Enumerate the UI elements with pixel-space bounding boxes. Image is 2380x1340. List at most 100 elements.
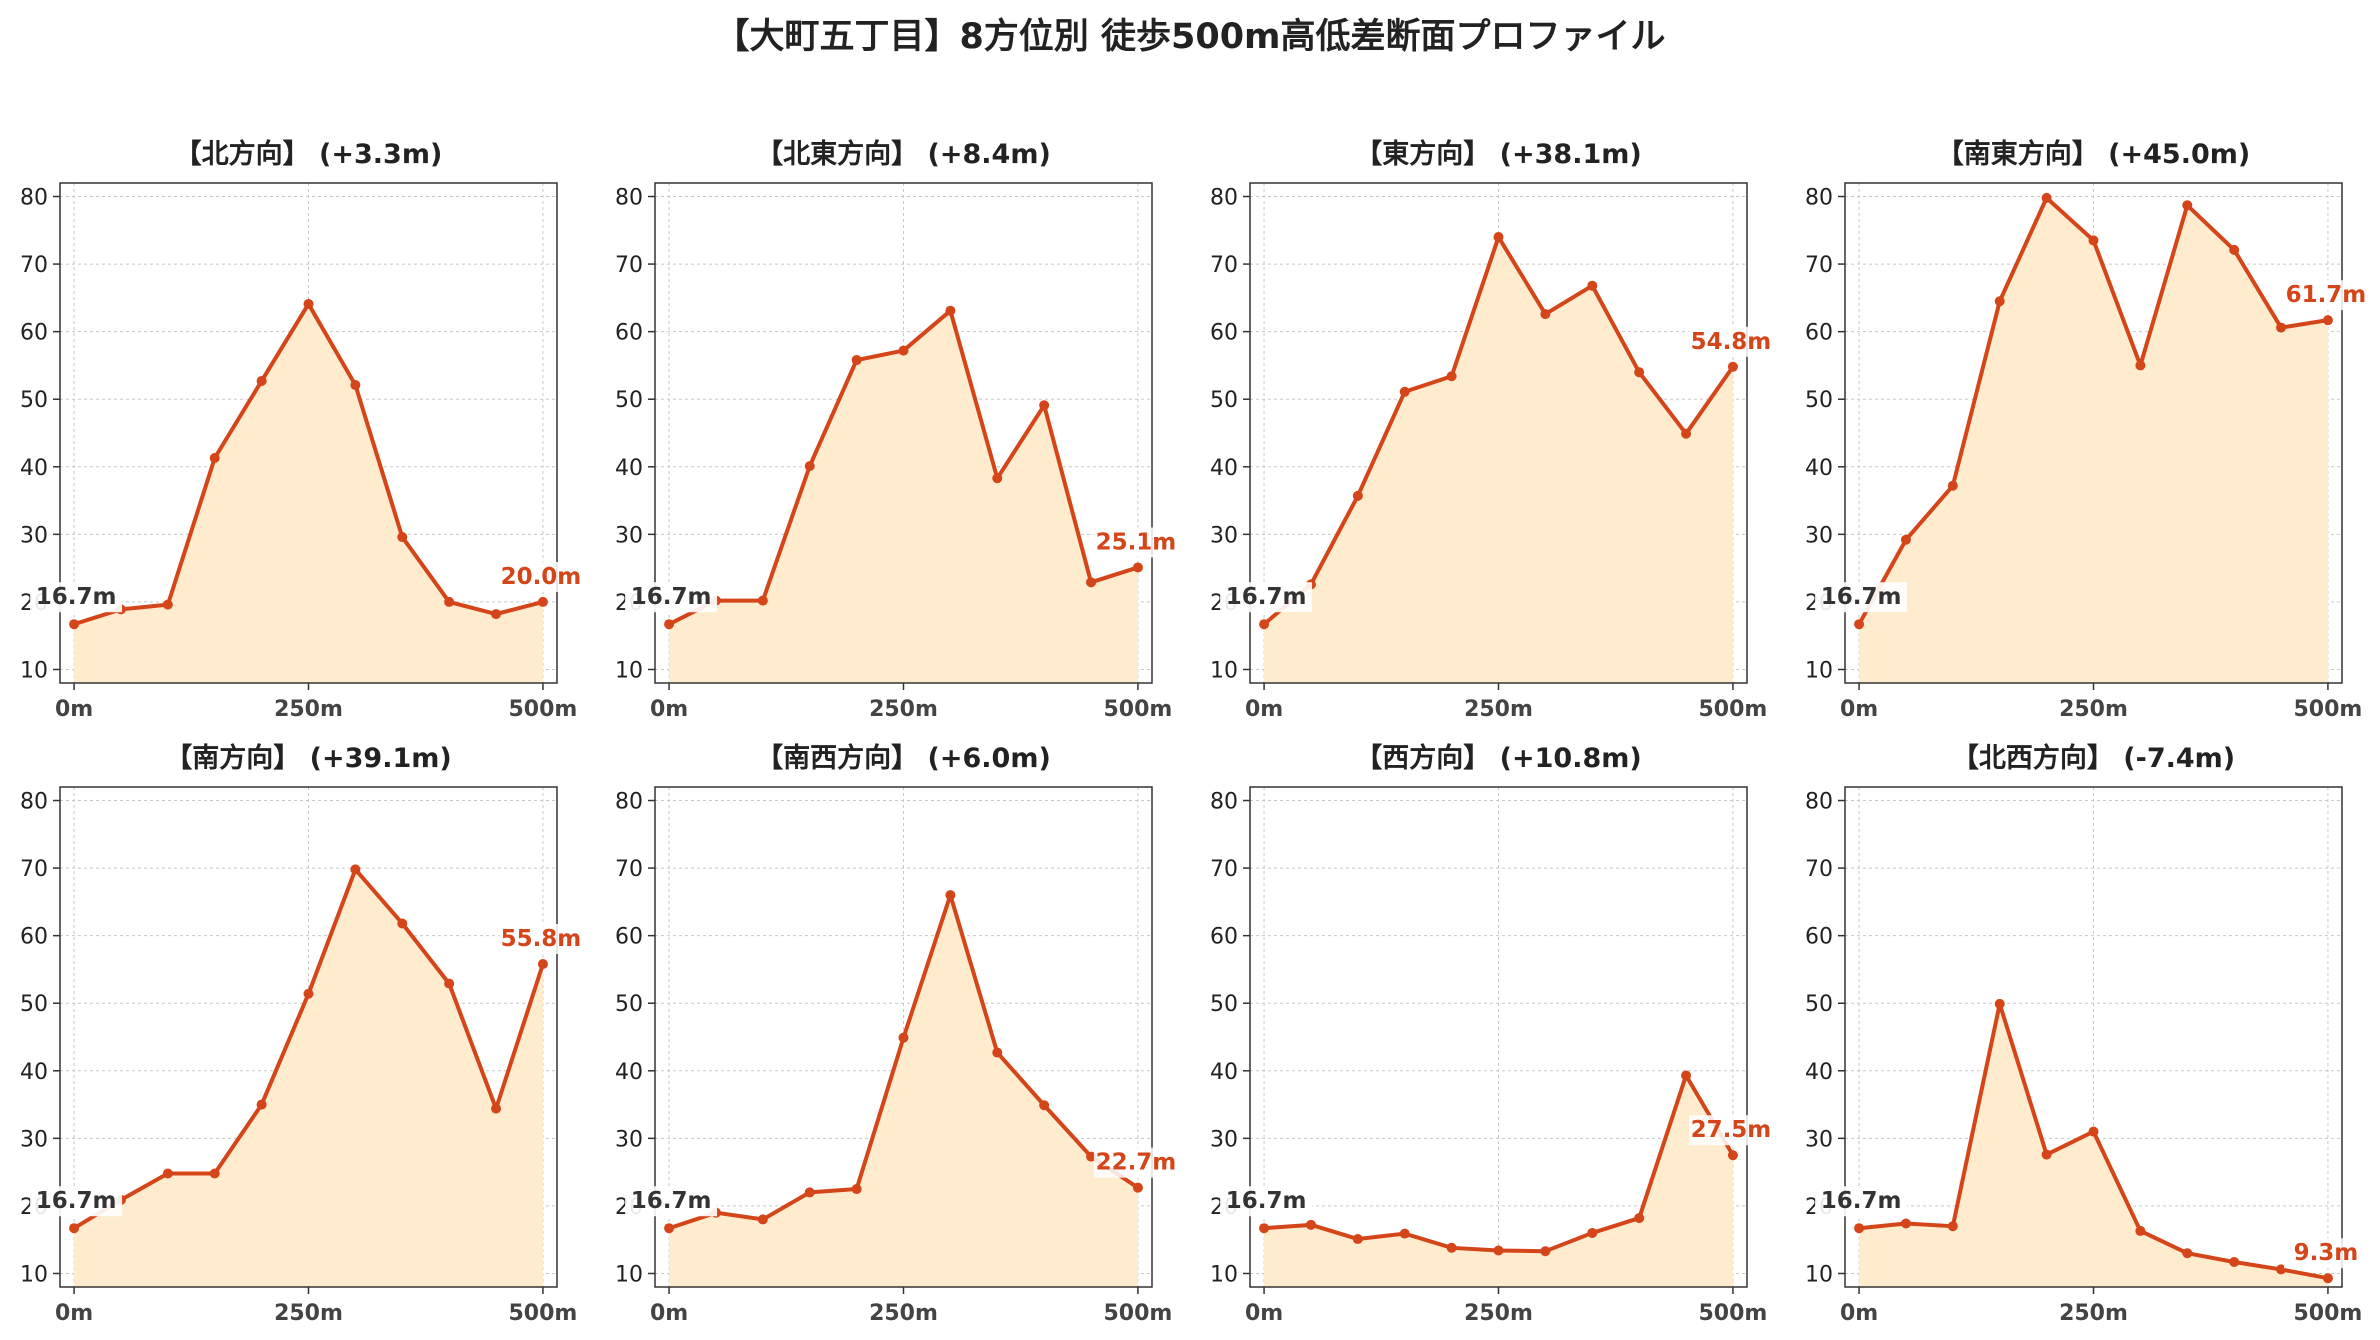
x-tick-label: 0m [1840, 697, 1878, 722]
x-tick-label: 250m [1464, 697, 1533, 722]
data-point [1352, 490, 1363, 501]
start-elevation-label: 16.7m [1821, 584, 1902, 610]
y-tick-label: 70 [1210, 857, 1238, 882]
x-tick-label: 500m [509, 697, 578, 722]
end-label-box [1688, 1115, 1773, 1146]
data-point [1854, 1223, 1865, 1234]
y-tick-label: 60 [1210, 321, 1238, 346]
y-tick-label: 10 [1805, 1262, 1833, 1287]
y-tick-label: 60 [615, 321, 643, 346]
data-point [1947, 1221, 1958, 1232]
data-point [992, 473, 1003, 484]
y-tick-label: 70 [1805, 857, 1833, 882]
data-point [1634, 1213, 1645, 1224]
x-tick-label: 500m [1104, 697, 1173, 722]
end-elevation-label: 55.8m [501, 926, 582, 952]
y-tick-label: 30 [1210, 1127, 1238, 1152]
y-tick-label: 50 [1210, 992, 1238, 1017]
data-point [303, 988, 314, 999]
data-point [303, 298, 314, 309]
x-tick-label: 250m [2059, 697, 2128, 722]
y-tick-label: 80 [615, 790, 643, 815]
start-elevation-label: 16.7m [631, 584, 712, 610]
y-tick-label: 60 [1210, 925, 1238, 950]
panel-6: 【西方向】 (+10.8m)10203040506070800m250m500m… [1210, 742, 1773, 1326]
data-point [1305, 1219, 1316, 1230]
data-point [1446, 1242, 1457, 1253]
data-point [2276, 322, 2287, 333]
data-point [1947, 480, 1958, 491]
panel-title: 【西方向】 (+10.8m) [1355, 742, 1641, 774]
y-tick-label: 30 [20, 1127, 48, 1152]
data-point [491, 1103, 502, 1114]
y-tick-label: 40 [1210, 456, 1238, 481]
end-elevation-label: 61.7m [2286, 282, 2367, 308]
panel-4: 【南方向】 (+39.1m)10203040506070800m250m500m… [20, 742, 583, 1326]
panel-7: 【北西方向】 (-7.4m)10203040506070800m250m500m… [1805, 742, 2368, 1326]
data-point [1727, 1150, 1738, 1161]
y-tick-label: 40 [615, 1060, 643, 1085]
y-tick-label: 40 [1805, 1060, 1833, 1085]
data-point [1994, 998, 2005, 1009]
start-elevation-label: 16.7m [1226, 1188, 1307, 1214]
y-tick-label: 70 [615, 253, 643, 278]
figure-title: 【大町五丁目】8方位別 徒歩500m高低差断面プロファイル [714, 17, 1666, 57]
end-label-box [1688, 326, 1773, 357]
data-point [2041, 1149, 2052, 1160]
x-tick-label: 500m [1699, 697, 1768, 722]
y-tick-label: 80 [20, 186, 48, 211]
end-label-box [1093, 527, 1178, 558]
data-point [256, 1099, 267, 1110]
data-point [1399, 1228, 1410, 1239]
data-point [491, 609, 502, 620]
data-point [2182, 200, 2193, 211]
y-tick-label: 60 [1805, 321, 1833, 346]
x-tick-label: 250m [1464, 1301, 1533, 1326]
end-label-box [1093, 1147, 1178, 1178]
data-point [1132, 1182, 1143, 1193]
x-tick-label: 0m [1840, 1301, 1878, 1326]
start-elevation-label: 16.7m [1226, 584, 1307, 610]
data-point [537, 596, 548, 607]
x-tick-label: 0m [55, 1301, 93, 1326]
x-tick-label: 250m [274, 1301, 343, 1326]
y-tick-label: 10 [1805, 658, 1833, 683]
data-point [945, 890, 956, 901]
y-tick-label: 80 [1210, 186, 1238, 211]
elevation-area [1859, 197, 2328, 683]
y-tick-label: 70 [1805, 253, 1833, 278]
start-elevation-label: 16.7m [36, 1188, 117, 1214]
data-point [350, 380, 361, 391]
y-tick-label: 10 [20, 1262, 48, 1287]
panel-title: 【南方向】 (+39.1m) [165, 742, 451, 774]
data-point [2322, 1273, 2333, 1284]
data-point [757, 1214, 768, 1225]
end-elevation-label: 54.8m [1691, 329, 1772, 355]
data-point [1493, 1245, 1504, 1256]
y-tick-label: 30 [1210, 523, 1238, 548]
end-label-box [498, 924, 583, 955]
y-tick-label: 70 [20, 253, 48, 278]
elevation-area [1264, 1075, 1733, 1287]
panel-0: 【北方向】 (+3.3m)10203040506070800m250m500m1… [20, 138, 583, 722]
y-tick-label: 50 [1805, 992, 1833, 1017]
start-elevation-label: 16.7m [1821, 1188, 1902, 1214]
start-label-box [625, 1186, 718, 1217]
end-elevation-label: 25.1m [1096, 529, 1177, 555]
data-point [2322, 315, 2333, 326]
data-point [2229, 244, 2240, 255]
panel-title: 【北西方向】 (-7.4m) [1952, 742, 2235, 774]
data-point [1446, 371, 1457, 382]
data-point [898, 1032, 909, 1043]
data-point [69, 619, 80, 630]
data-point [1259, 1223, 1270, 1234]
y-tick-label: 80 [615, 186, 643, 211]
data-point [1259, 619, 1270, 630]
y-tick-label: 70 [1210, 253, 1238, 278]
end-label-box [2283, 280, 2368, 311]
data-point [804, 1187, 815, 1198]
data-point [1854, 619, 1865, 630]
y-tick-label: 30 [1805, 1127, 1833, 1152]
y-tick-label: 80 [1210, 790, 1238, 815]
x-tick-label: 500m [509, 1301, 578, 1326]
